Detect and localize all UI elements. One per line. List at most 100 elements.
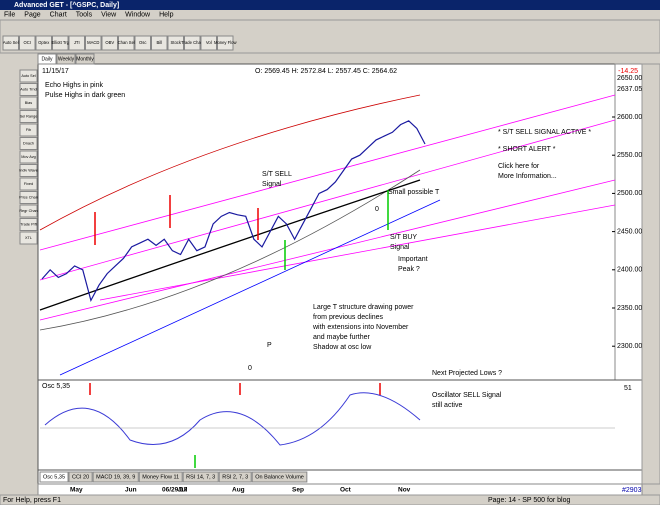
- toolbar-button[interactable]: [167, 35, 184, 51]
- timeframe-label: Daily: [41, 56, 53, 62]
- channel-line: [39, 169, 421, 331]
- channel-line: [39, 94, 421, 231]
- annotation: Small possible T: [388, 189, 440, 196]
- annotation[interactable]: More Information...: [498, 173, 557, 180]
- menu-item[interactable]: Page: [24, 11, 40, 18]
- left-tool-label: Regr Chan: [19, 209, 37, 213]
- price-tick-label: 2550.00: [617, 152, 642, 159]
- toolbar-label: Trade Chart: [181, 40, 204, 45]
- month-label: 06/29/17: [162, 487, 188, 494]
- fan-line: [39, 119, 616, 281]
- left-tool[interactable]: [19, 191, 38, 204]
- left-tool-label: Fib: [26, 128, 31, 132]
- left-tool-label: Dnach: [23, 142, 34, 146]
- toolbar-button[interactable]: [184, 35, 201, 51]
- left-tool[interactable]: [19, 69, 38, 83]
- menu-item[interactable]: Help: [159, 11, 174, 18]
- toolbar-button[interactable]: [134, 35, 151, 51]
- toolbar-button[interactable]: [118, 35, 135, 51]
- toolbar-button[interactable]: [217, 35, 234, 51]
- toolbar-label: Osc: [139, 40, 146, 45]
- menu-item[interactable]: Tools: [76, 11, 93, 18]
- month-label: Sep: [292, 487, 304, 494]
- right-toolbar: [641, 63, 660, 485]
- left-tool[interactable]: [19, 96, 38, 110]
- month-label: Oct: [340, 487, 352, 494]
- toolbar-label: Chan Sel: [118, 40, 135, 45]
- toolbar-label: JTI: [74, 40, 80, 45]
- left-tool-label: Price Chan: [19, 196, 38, 200]
- month-label: Nov: [398, 487, 411, 494]
- annotation: and maybe further: [313, 334, 370, 341]
- left-tool[interactable]: [19, 150, 38, 164]
- annotation: Echo Highs in pink: [45, 82, 103, 89]
- indicator-tab-label: Money Flow 11: [142, 474, 179, 480]
- toolbar-button[interactable]: [200, 35, 217, 51]
- toolbar-button[interactable]: [35, 35, 52, 51]
- timeframe-tab[interactable]: [56, 53, 76, 65]
- annotation: Peak ?: [398, 266, 420, 273]
- toolbar-button[interactable]: [52, 35, 69, 51]
- timeframe-tab[interactable]: [37, 53, 57, 65]
- left-tool[interactable]: [19, 110, 38, 123]
- signal-arrows: [89, 190, 389, 468]
- toolbar-button[interactable]: [101, 35, 118, 51]
- annotation: Important: [398, 256, 428, 263]
- month-label: May: [70, 487, 83, 494]
- moving-average: [39, 179, 421, 311]
- price-tick-label: 2400.00: [617, 267, 642, 274]
- menu-item[interactable]: Window: [125, 11, 151, 18]
- price-tick-label: 2300.00: [617, 343, 642, 350]
- indicator-tab[interactable]: [68, 471, 93, 483]
- price-label: 2650.00: [617, 75, 642, 82]
- toolbar-button[interactable]: [19, 35, 36, 51]
- indicator-tab[interactable]: [92, 471, 139, 483]
- left-tool[interactable]: [19, 164, 38, 177]
- price-tick-label: 2500.00: [617, 190, 642, 197]
- toolbar-label: MACD: [87, 40, 99, 45]
- toolbar-button[interactable]: [68, 35, 85, 51]
- timeframe-tab[interactable]: [75, 53, 95, 65]
- toolbar-button[interactable]: [2, 35, 19, 51]
- annotation[interactable]: Click here for: [498, 163, 540, 170]
- price-tick-label: 2600.00: [617, 114, 642, 121]
- menu-item[interactable]: Chart: [50, 11, 67, 18]
- osc-annotation: Oscillator SELL Signal: [432, 392, 502, 399]
- menu-item[interactable]: File: [4, 11, 15, 18]
- left-tool-label: Mov Avg: [21, 155, 36, 159]
- toolbar-label: Optex: [38, 40, 50, 45]
- left-tool[interactable]: [19, 177, 38, 191]
- annotation: from previous declines: [313, 314, 384, 321]
- change: -14.25: [618, 68, 638, 75]
- left-tool[interactable]: [19, 123, 38, 137]
- annotation: P: [267, 342, 272, 349]
- indicator-tab[interactable]: [218, 471, 252, 483]
- fan-line: [39, 94, 616, 251]
- chart-panel: [37, 63, 643, 485]
- annotation: * S/T SELL SIGNAL ACTIVE *: [498, 129, 591, 136]
- toolbar-button[interactable]: [85, 35, 102, 51]
- indicator-tab[interactable]: [39, 471, 69, 483]
- indicator-tab[interactable]: [138, 471, 183, 483]
- left-tool[interactable]: [19, 218, 38, 231]
- left-tool[interactable]: [19, 137, 38, 150]
- oscillator: [44, 392, 421, 446]
- left-tool[interactable]: [19, 231, 38, 245]
- annotation: Pulse Highs in dark green: [45, 92, 125, 99]
- window-title: Advanced GET - [^GSPC, Daily]: [14, 1, 119, 9]
- menu-item[interactable]: View: [101, 11, 117, 18]
- indicator-tab[interactable]: [251, 471, 308, 483]
- toolbar-label: Auto Sel: [3, 40, 19, 45]
- annotation: Large T structure drawing power: [313, 304, 414, 311]
- left-tool[interactable]: [19, 204, 38, 218]
- toolbar-label: OBV: [105, 40, 114, 45]
- left-tool-label: Auto Trnd: [20, 88, 36, 92]
- status-page: Page: 14 - SP 500 for blog: [488, 497, 570, 504]
- toolbar-button[interactable]: [151, 35, 168, 51]
- indicator-tab[interactable]: [182, 471, 219, 483]
- left-tool-label: Auto Sel: [21, 74, 36, 78]
- indicator-tab-label: RSI 14, 7, 3: [186, 474, 215, 480]
- month-label: Jul: [178, 487, 188, 494]
- left-tool[interactable]: [19, 83, 38, 96]
